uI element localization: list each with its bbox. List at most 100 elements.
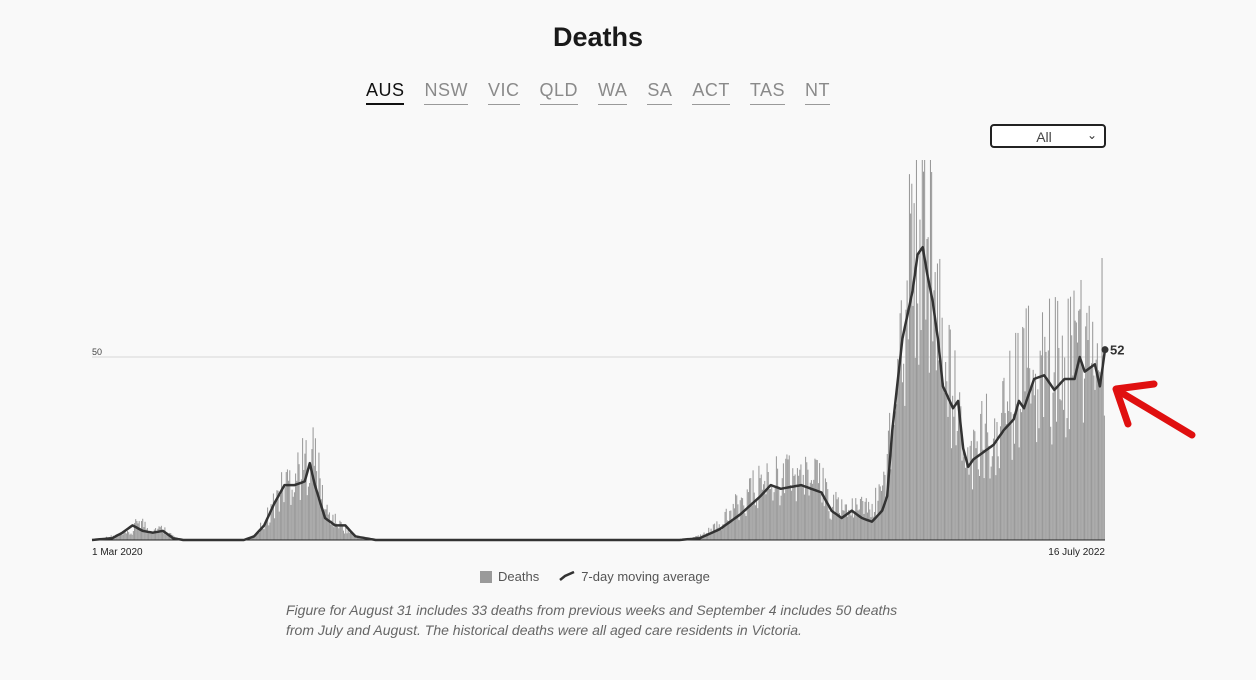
deaths-bar: [1017, 332, 1019, 540]
deaths-bar: [1004, 413, 1006, 540]
bar-series: [96, 160, 1105, 541]
deaths-bar: [1046, 381, 1048, 540]
deaths-bar: [1036, 442, 1038, 540]
deaths-bar: [1074, 320, 1076, 540]
deaths-bar: [290, 504, 292, 540]
deaths-bar: [995, 475, 997, 540]
deaths-bar: [726, 520, 728, 540]
deaths-bar: [778, 488, 780, 540]
tab-nt[interactable]: NT: [805, 80, 831, 105]
deaths-bar: [333, 527, 335, 540]
deaths-bar: [877, 500, 879, 540]
deaths-bar: [806, 462, 808, 540]
deaths-bar: [123, 531, 125, 540]
deaths-bar: [848, 509, 850, 540]
tab-tas[interactable]: TAS: [749, 80, 786, 105]
deaths-bar: [267, 507, 269, 540]
deaths-bar: [307, 486, 309, 540]
tab-vic[interactable]: VIC: [487, 80, 520, 105]
deaths-bar: [852, 517, 854, 540]
deaths-bar: [1073, 290, 1075, 540]
deaths-bar: [1006, 401, 1009, 540]
deaths-bar: [826, 482, 828, 540]
deaths-bar: [745, 515, 747, 540]
deaths-bar: [349, 532, 351, 540]
deaths-bar: [282, 489, 284, 540]
deaths-bar: [732, 503, 734, 540]
deaths-bar: [830, 519, 832, 540]
deaths-bar: [828, 511, 830, 540]
deaths-bar: [295, 473, 297, 540]
deaths-bar: [330, 524, 332, 540]
deaths-bar: [936, 263, 938, 540]
deaths-bar: [304, 453, 306, 540]
deaths-bar: [342, 530, 344, 540]
deaths-bar: [130, 533, 132, 540]
deaths-bar: [138, 521, 140, 540]
deaths-bar: [1016, 404, 1018, 540]
deaths-bar: [999, 426, 1002, 540]
deaths-bar: [870, 517, 872, 540]
deaths-bar: [1071, 335, 1073, 540]
deaths-bar: [1050, 426, 1052, 540]
deaths-bar: [338, 528, 340, 540]
tab-act[interactable]: ACT: [692, 80, 730, 105]
deaths-bar: [823, 506, 825, 540]
tab-aus[interactable]: AUS: [365, 80, 405, 105]
deaths-bar: [121, 533, 123, 540]
deaths-bar: [1053, 372, 1055, 540]
deaths-bar: [779, 505, 781, 540]
deaths-bar: [1072, 375, 1074, 540]
deaths-bar: [1024, 391, 1026, 540]
deaths-bar: [786, 454, 788, 540]
deaths-bar: [298, 464, 300, 540]
tab-qld[interactable]: QLD: [539, 80, 579, 105]
deaths-bar: [1092, 321, 1094, 540]
deaths-bar: [897, 358, 899, 540]
deaths-bar: [851, 498, 853, 540]
deaths-bar: [359, 537, 361, 540]
deaths-bar: [1043, 417, 1045, 540]
deaths-bar: [803, 494, 805, 540]
deaths-bar: [159, 527, 161, 540]
tab-sa[interactable]: SA: [647, 80, 673, 105]
deaths-bar: [827, 489, 829, 540]
deaths-bar: [284, 487, 286, 540]
range-select[interactable]: All ⌄: [990, 124, 1106, 148]
deaths-bar: [1102, 355, 1104, 540]
deaths-bar: [153, 529, 155, 540]
deaths-bar: [896, 404, 898, 540]
deaths-bar: [945, 362, 947, 540]
deaths-bar: [1075, 322, 1077, 540]
deaths-bar: [915, 160, 917, 540]
deaths-bar: [984, 423, 986, 540]
deaths-bar: [929, 160, 931, 541]
deaths-bar: [873, 511, 875, 540]
deaths-bar: [845, 504, 847, 540]
deaths-bar: [903, 363, 905, 540]
deaths-bar: [919, 219, 921, 540]
deaths-bar: [1085, 326, 1087, 540]
deaths-bar: [1052, 392, 1054, 540]
deaths-bar: [1018, 447, 1020, 540]
deaths-bar: [899, 313, 901, 540]
deaths-bar: [1032, 369, 1034, 540]
deaths-bar: [876, 514, 878, 540]
deaths-bar: [127, 530, 129, 540]
deaths-bar: [293, 492, 295, 540]
deaths-bar: [934, 272, 936, 540]
deaths-bar: [974, 431, 976, 540]
deaths-bar: [983, 478, 985, 540]
range-select-value: All: [1036, 129, 1052, 145]
tab-nsw[interactable]: NSW: [424, 80, 468, 105]
deaths-bar: [992, 438, 995, 540]
deaths-bar: [780, 495, 782, 540]
deaths-bar: [908, 174, 910, 540]
deaths-bar: [1031, 384, 1033, 540]
deaths-bar: [751, 505, 753, 540]
tab-wa[interactable]: WA: [598, 80, 628, 105]
deaths-bar: [1089, 366, 1091, 540]
deaths-bar: [297, 452, 299, 540]
deaths-bar: [135, 519, 137, 540]
deaths-bar: [892, 425, 894, 540]
